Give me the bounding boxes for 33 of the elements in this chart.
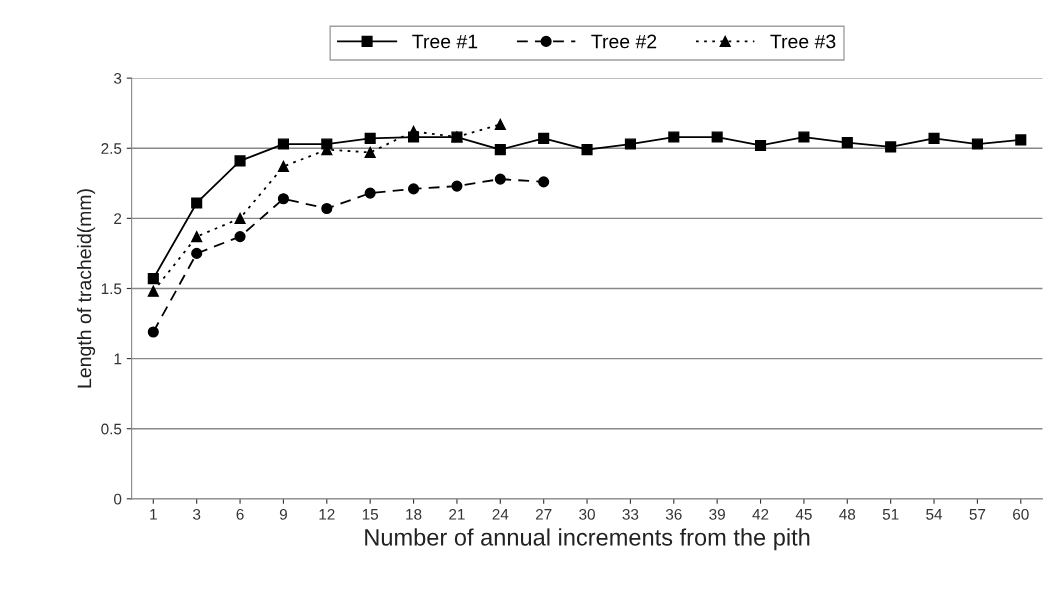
y-tick-label: 1 <box>114 353 122 365</box>
legend-label: Tree #1 <box>412 34 478 49</box>
x-tick-label: 24 <box>492 508 509 520</box>
x-tick-label: 15 <box>362 509 379 520</box>
y-axis-title: Length of tracheid(mm) <box>76 189 96 388</box>
y-tick-label: 2.5 <box>101 143 122 154</box>
x-tick-label: 48 <box>839 508 856 520</box>
x-tick-label: 12 <box>319 508 335 520</box>
x-tick-label: 1 <box>150 509 157 520</box>
y-tick-label: 2 <box>114 213 122 224</box>
x-axis-title: Number of annual increments from the pith <box>365 528 810 551</box>
x-tick-label: 33 <box>622 508 639 520</box>
x-tick-label: 57 <box>969 509 986 520</box>
x-tick-label: 51 <box>882 509 899 520</box>
x-tick-label: 45 <box>795 509 812 520</box>
y-tick-label: 0 <box>114 493 122 505</box>
legend-label: Tree #3 <box>770 34 836 49</box>
y-tick-label: 0.5 <box>101 423 122 435</box>
x-tick-label: 9 <box>279 508 287 520</box>
y-tick-label: 3 <box>113 73 122 84</box>
y-tick-label: 1.5 <box>101 283 122 295</box>
legend-label: Tree #2 <box>591 34 657 49</box>
x-tick-label: 39 <box>709 508 725 520</box>
x-tick-label: 27 <box>535 508 552 520</box>
x-tick-label: 36 <box>665 508 682 520</box>
x-tick-label: 21 <box>449 508 465 520</box>
x-tick-label: 18 <box>406 508 422 520</box>
x-tick-label: 54 <box>926 509 943 520</box>
x-tick-label: 3 <box>193 508 201 520</box>
x-tick-label: 42 <box>752 508 769 520</box>
x-tick-label: 30 <box>579 508 595 520</box>
x-tick-label: 6 <box>236 508 244 520</box>
x-tick-label: 60 <box>1013 508 1029 520</box>
